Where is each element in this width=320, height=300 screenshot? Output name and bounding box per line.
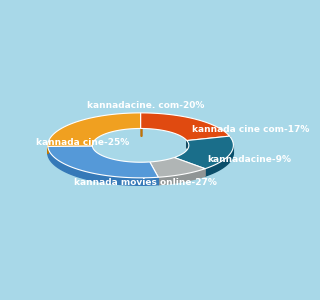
Text: kannadacine. com-20%: kannadacine. com-20% (86, 101, 204, 110)
Polygon shape (48, 146, 158, 178)
Text: kannada cine-25%: kannada cine-25% (36, 138, 130, 147)
Text: kannadacine-9%: kannadacine-9% (207, 155, 292, 164)
Polygon shape (48, 113, 140, 146)
Polygon shape (140, 113, 229, 141)
Text: kannada cine com-17%: kannada cine com-17% (192, 125, 309, 134)
Polygon shape (174, 158, 205, 176)
Polygon shape (150, 162, 158, 185)
Polygon shape (187, 136, 229, 148)
Polygon shape (48, 146, 158, 185)
Polygon shape (48, 146, 92, 154)
Polygon shape (187, 136, 229, 148)
Polygon shape (174, 136, 233, 169)
Polygon shape (205, 146, 233, 176)
Polygon shape (174, 158, 205, 176)
Polygon shape (150, 158, 205, 177)
Polygon shape (158, 169, 205, 185)
Text: kannada movies online-27%: kannada movies online-27% (74, 178, 217, 187)
Polygon shape (150, 162, 158, 185)
Polygon shape (48, 146, 92, 154)
